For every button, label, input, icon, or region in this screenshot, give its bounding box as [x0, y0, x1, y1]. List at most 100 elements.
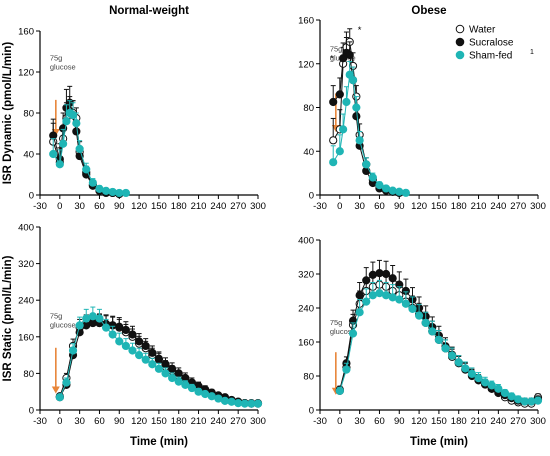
data-point — [68, 346, 78, 355]
x-tick-label: 120 — [131, 416, 147, 427]
y-tick-label: 0 — [29, 406, 34, 417]
data-point — [487, 381, 496, 390]
data-point — [68, 110, 78, 120]
y-tick-label: 120 — [18, 68, 34, 79]
annotation-dose: 75g — [330, 45, 343, 54]
x-tick-label: 90 — [114, 416, 125, 427]
x-tick-label: 90 — [394, 201, 405, 212]
y-tick-label: 120 — [298, 59, 314, 70]
data-point — [434, 335, 444, 344]
y-tick-label: 80 — [23, 109, 34, 120]
legend-label: Sucralose — [469, 38, 514, 49]
y-tick-label: 160 — [18, 27, 34, 38]
x-tick-label: 60 — [94, 416, 105, 427]
data-point — [108, 187, 117, 197]
data-point — [461, 364, 470, 373]
data-point — [141, 341, 150, 351]
annotation-dose: 75g — [50, 54, 63, 63]
data-point — [401, 299, 410, 308]
y-tick-label: 0 — [29, 191, 34, 202]
x-tick-label: 210 — [471, 201, 487, 212]
data-point — [368, 270, 377, 279]
data-point — [134, 337, 144, 346]
data-point — [454, 358, 463, 367]
y-tick-label: 80 — [23, 369, 34, 380]
data-point — [352, 103, 361, 112]
data-point — [448, 351, 457, 360]
data-point — [253, 399, 263, 408]
x-tick-label: 270 — [510, 201, 526, 212]
data-point — [234, 399, 243, 408]
data-point — [95, 184, 104, 193]
series-sham-fed — [49, 100, 130, 198]
x-tick-label: 270 — [230, 201, 246, 212]
y-tick-label: 40 — [303, 147, 314, 158]
x-tick-label: 300 — [530, 416, 546, 427]
legend-superscript: 1 — [530, 49, 534, 56]
data-point — [101, 323, 111, 332]
data-point — [49, 131, 58, 140]
data-point — [368, 291, 377, 300]
data-point — [75, 144, 84, 153]
data-point — [342, 365, 351, 374]
data-point — [49, 149, 58, 159]
data-point — [388, 293, 397, 302]
annotation-glucose: glucose — [50, 321, 76, 330]
annotation-dose: 75g — [330, 318, 343, 327]
data-point — [72, 119, 81, 128]
data-point — [533, 396, 543, 405]
data-point — [362, 297, 371, 306]
data-point — [335, 147, 344, 156]
x-tick-label: 0 — [57, 201, 62, 212]
data-point — [421, 318, 430, 327]
data-point — [59, 139, 68, 148]
data-point — [368, 173, 377, 182]
data-point — [121, 341, 130, 351]
x-tick-label: 150 — [431, 416, 447, 427]
legend-label: Sham-fed — [469, 51, 512, 62]
x-tick-label: -30 — [33, 201, 47, 212]
x-tick-label: 240 — [490, 201, 506, 212]
data-point — [345, 50, 354, 60]
data-point — [134, 351, 144, 360]
data-point — [381, 291, 391, 300]
series-sucralose — [55, 313, 263, 408]
y-tick-label: 240 — [298, 304, 314, 315]
annotation-glucose: glucose — [330, 327, 356, 336]
data-point — [507, 392, 516, 401]
y-tick-label: 400 — [298, 236, 314, 247]
x-tick-label: 270 — [230, 416, 246, 427]
x-tick-label: 0 — [57, 416, 62, 427]
data-point — [355, 308, 364, 317]
data-point — [168, 373, 177, 383]
significance-star: * — [330, 54, 334, 65]
glucose-arrowhead-icon — [51, 386, 60, 394]
data-point — [128, 330, 137, 339]
data-point — [494, 384, 503, 393]
series-water — [49, 96, 124, 199]
data-point — [141, 355, 150, 364]
data-point — [335, 90, 344, 99]
data-point — [55, 393, 64, 402]
data-point — [362, 276, 371, 285]
data-point — [174, 377, 183, 386]
x-tick-label: -30 — [313, 416, 327, 427]
data-point — [481, 378, 490, 387]
data-point — [414, 311, 424, 320]
x-tick-label: 120 — [131, 201, 147, 212]
y-tick-label: 160 — [298, 16, 314, 27]
data-point — [342, 97, 351, 107]
data-point — [75, 321, 84, 330]
data-point — [335, 386, 344, 395]
panel-title: Obese — [411, 5, 446, 17]
data-point — [395, 295, 404, 304]
x-tick-label: 240 — [210, 416, 226, 427]
x-tick-label: 60 — [374, 416, 385, 427]
x-tick-label: 300 — [250, 201, 266, 212]
data-point — [408, 304, 417, 313]
x-axis-label: Time (min) — [410, 436, 468, 448]
x-tick-label: 300 — [250, 416, 266, 427]
